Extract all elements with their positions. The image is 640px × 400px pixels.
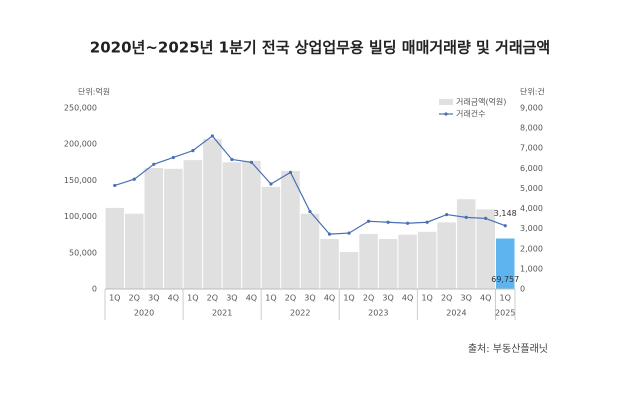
y2-tick-label: 7,000 bbox=[520, 144, 543, 153]
y2-tick-label: 5,000 bbox=[520, 184, 543, 193]
bar bbox=[476, 209, 495, 289]
line-point bbox=[425, 220, 429, 224]
bar bbox=[437, 222, 456, 289]
y2-tick-label: 3,000 bbox=[520, 224, 543, 233]
bar bbox=[339, 252, 359, 289]
bar bbox=[495, 238, 515, 289]
bar bbox=[125, 213, 144, 289]
x-tick-label: 1Q bbox=[187, 294, 198, 303]
bar bbox=[222, 162, 242, 289]
x-tick-label: 3Q bbox=[148, 294, 159, 303]
x-tick-label: 2Q bbox=[363, 294, 374, 303]
line-point bbox=[445, 212, 449, 217]
x-group-label: 2025 bbox=[495, 309, 515, 318]
y2-tick-label: 4,000 bbox=[520, 204, 543, 213]
y2-tick-label: 6,000 bbox=[520, 164, 543, 173]
y-tick-label: 50,000 bbox=[69, 248, 97, 257]
bar bbox=[320, 239, 339, 289]
line-point bbox=[366, 219, 371, 223]
x-tick-label: 4Q bbox=[324, 294, 335, 303]
x-tick-label: 4Q bbox=[246, 294, 257, 303]
x-group-label: 2022 bbox=[290, 309, 310, 318]
bar bbox=[164, 168, 183, 289]
x-tick-label: 4Q bbox=[168, 294, 179, 303]
bar bbox=[261, 186, 281, 289]
line-value-label: 3,148 bbox=[494, 209, 517, 218]
chart-title: 2020년~2025년 1분기 전국 상업업무용 빌딩 매매거래량 및 거래금액 bbox=[90, 39, 550, 57]
bar bbox=[281, 170, 300, 289]
x-tick-label: 3Q bbox=[382, 294, 393, 303]
line-point bbox=[171, 155, 175, 160]
x-tick-label: 2Q bbox=[207, 294, 218, 303]
bar bbox=[398, 234, 417, 289]
y2-unit: 단위:건 bbox=[520, 87, 545, 97]
line-point bbox=[327, 232, 332, 236]
line-point bbox=[191, 149, 195, 153]
x-tick-label: 4Q bbox=[402, 294, 413, 303]
y-tick-label: 200,000 bbox=[64, 140, 97, 149]
line-point bbox=[288, 170, 293, 174]
y2-tick-label: 9,000 bbox=[520, 104, 543, 113]
legend-label: 거래금액(억원) bbox=[456, 97, 506, 107]
y-tick-label: 100,000 bbox=[64, 212, 97, 221]
source: 출처: 부동산플래닛 bbox=[468, 343, 548, 355]
line-point bbox=[406, 221, 410, 225]
line-point bbox=[484, 216, 488, 221]
line-point bbox=[386, 220, 390, 224]
y-tick-label: 0 bbox=[92, 285, 97, 294]
x-tick-label: 1Q bbox=[265, 294, 276, 303]
line-point bbox=[132, 177, 136, 181]
x-tick-label: 1Q bbox=[343, 294, 354, 303]
bar bbox=[456, 199, 476, 289]
x-tick-label: 3Q bbox=[226, 294, 237, 303]
legend-swatch bbox=[439, 99, 453, 105]
bar bbox=[359, 233, 378, 289]
y-unit: 단위:억원 bbox=[78, 87, 110, 97]
bar bbox=[203, 139, 222, 289]
line-point bbox=[152, 162, 156, 166]
x-group-label: 2024 bbox=[446, 309, 466, 318]
line-point bbox=[210, 134, 214, 138]
y-tick-label: 250,000 bbox=[64, 104, 97, 113]
x-tick-label: 2Q bbox=[129, 294, 140, 303]
x-tick-label: 3Q bbox=[460, 294, 471, 303]
bar bbox=[183, 160, 203, 289]
line-point bbox=[308, 209, 312, 214]
legend-swatch bbox=[444, 112, 448, 116]
bar bbox=[378, 239, 398, 289]
x-group-label: 2021 bbox=[212, 309, 232, 318]
x-tick-label: 1Q bbox=[500, 294, 511, 303]
y2-tick-label: 8,000 bbox=[520, 124, 543, 133]
bar-value-label: 69,757 bbox=[491, 275, 519, 284]
bar bbox=[300, 213, 320, 289]
bar bbox=[417, 231, 437, 289]
bar bbox=[242, 160, 261, 289]
x-tick-label: 1Q bbox=[109, 294, 120, 303]
line-point bbox=[503, 224, 507, 228]
x-tick-label: 1Q bbox=[421, 294, 432, 303]
x-group-label: 2020 bbox=[134, 309, 154, 318]
bar bbox=[105, 207, 125, 289]
y2-tick-label: 0 bbox=[520, 285, 525, 294]
y2-tick-label: 1,000 bbox=[520, 264, 543, 273]
x-tick-label: 3Q bbox=[304, 294, 315, 303]
legend-label: 거래건수 bbox=[456, 109, 485, 119]
bar bbox=[144, 168, 164, 289]
x-tick-label: 2Q bbox=[285, 294, 296, 303]
x-tick-label: 2Q bbox=[441, 294, 452, 303]
x-group-label: 2023 bbox=[368, 309, 388, 318]
line-point bbox=[464, 215, 468, 220]
line-point bbox=[269, 182, 273, 186]
y-tick-label: 150,000 bbox=[64, 176, 97, 185]
line-point bbox=[113, 183, 117, 188]
line-point bbox=[347, 231, 351, 235]
line-point bbox=[249, 160, 254, 164]
y2-tick-label: 2,000 bbox=[520, 244, 543, 253]
x-tick-label: 4Q bbox=[480, 294, 491, 303]
line-point bbox=[230, 157, 234, 162]
